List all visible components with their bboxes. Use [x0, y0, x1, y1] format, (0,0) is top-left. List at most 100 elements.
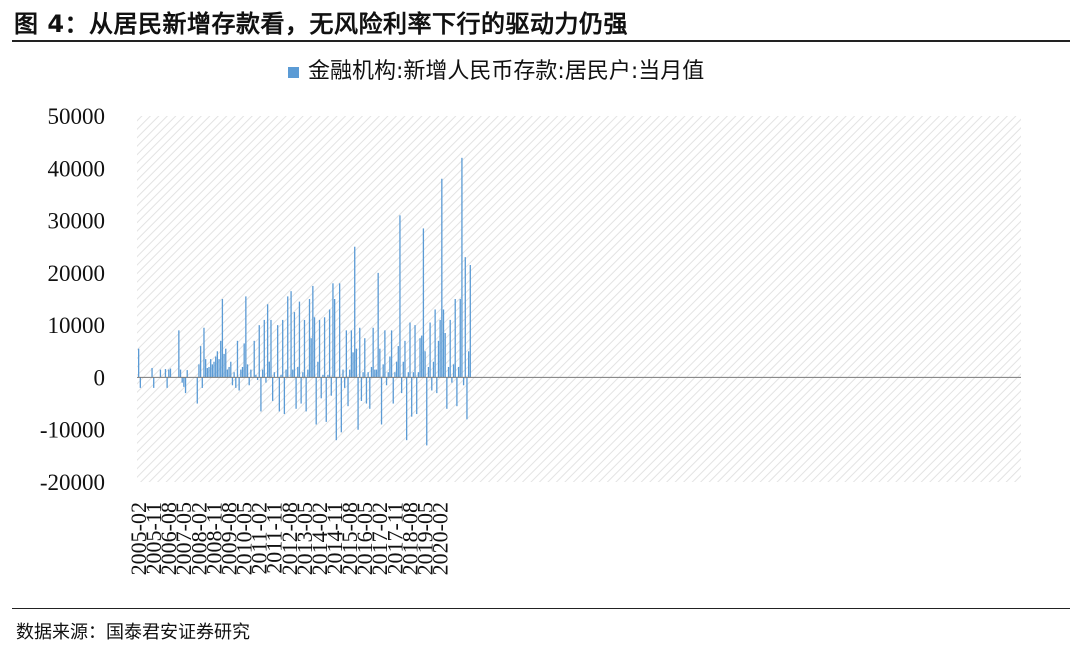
- bar: [370, 366, 373, 378]
- bar: [332, 283, 334, 378]
- legend: 金融机构:新增人民币存款:居民户:当月值: [288, 59, 704, 84]
- bar: [374, 369, 376, 378]
- bar: [235, 377, 237, 388]
- bar: [333, 299, 336, 378]
- bar: [233, 372, 235, 378]
- bar: [300, 377, 302, 404]
- bar: [307, 369, 309, 378]
- bar: [183, 377, 185, 387]
- bar: [305, 377, 307, 412]
- bar: [179, 369, 182, 378]
- bar: [449, 319, 451, 378]
- bar: [461, 157, 463, 378]
- x-tick-label: 2011-02: [247, 502, 272, 575]
- x-tick-label: 2020-02: [428, 502, 453, 575]
- bar: [250, 369, 252, 378]
- bar: [335, 377, 337, 441]
- bar: [164, 369, 167, 378]
- y-tick-label: 0: [94, 365, 106, 390]
- bar: [184, 377, 187, 394]
- x-tick-label: 2012-08: [277, 502, 302, 575]
- x-tick-label: 2015-08: [337, 502, 362, 575]
- bar: [429, 322, 431, 378]
- x-tick-label: 2010-05: [232, 502, 257, 575]
- bar: [260, 377, 262, 412]
- bar: [426, 377, 428, 446]
- bar: [406, 377, 408, 441]
- bar: [469, 265, 471, 378]
- bar: [354, 246, 356, 378]
- y-tick-label: -10000: [40, 418, 105, 443]
- bar: [208, 366, 210, 378]
- bar: [228, 366, 230, 378]
- bar: [216, 351, 219, 378]
- source-rule: [12, 608, 1070, 609]
- bar: [282, 319, 284, 378]
- bar: [444, 332, 446, 378]
- bar: [169, 368, 172, 378]
- x-tick-label: 2005-11: [141, 502, 166, 575]
- bar: [213, 361, 215, 378]
- chart: 50000 40000 30000 20000 10000 0 -10000 -20000 2…: [40, 59, 1021, 575]
- bar: [272, 377, 274, 401]
- bar: [375, 369, 378, 378]
- bar: [308, 299, 311, 378]
- x-tick-label: 2018-08: [397, 502, 422, 575]
- bar: [266, 304, 269, 378]
- bar: [205, 359, 207, 378]
- y-tick-label: -20000: [40, 470, 105, 495]
- bar: [330, 377, 332, 396]
- bar: [436, 377, 438, 394]
- bar: [256, 377, 259, 381]
- bar: [323, 317, 326, 378]
- bar: [439, 319, 441, 378]
- bar: [416, 377, 418, 415]
- bar: [434, 309, 436, 378]
- bar: [292, 369, 294, 378]
- bar: [302, 372, 304, 378]
- bar: [138, 348, 140, 378]
- bar: [442, 309, 445, 378]
- bar: [399, 215, 401, 378]
- bar: [409, 322, 411, 378]
- bar: [181, 377, 183, 383]
- bar: [230, 361, 232, 378]
- x-tick-label: 2008-02: [186, 502, 211, 575]
- bar: [225, 348, 227, 378]
- bar: [350, 330, 353, 378]
- bar: [312, 285, 314, 378]
- bar: [365, 377, 368, 404]
- bar: [253, 340, 255, 378]
- bar: [339, 283, 341, 378]
- bar: [364, 338, 366, 378]
- x-tick-label: 2017-02: [367, 502, 392, 575]
- bar: [411, 377, 413, 417]
- bar: [231, 377, 234, 386]
- bar: [367, 372, 369, 378]
- bar: [447, 366, 450, 378]
- bar: [432, 361, 435, 378]
- bar: [360, 377, 363, 401]
- bar: [344, 377, 346, 388]
- bar: [285, 369, 287, 378]
- bar: [392, 377, 394, 404]
- bar: [236, 340, 239, 378]
- bar: [261, 369, 264, 378]
- bar: [459, 299, 461, 378]
- x-tick-label: 2017-11: [382, 502, 407, 575]
- bar: [355, 348, 358, 378]
- bar: [379, 348, 381, 378]
- x-tick-label: 2013-05: [292, 502, 317, 575]
- bar: [340, 377, 342, 433]
- bar: [390, 330, 393, 378]
- bar: [265, 377, 267, 383]
- bar: [412, 372, 414, 378]
- bar: [315, 377, 317, 425]
- bar: [278, 377, 280, 412]
- bar: [404, 340, 406, 378]
- bar: [457, 366, 460, 378]
- bar: [298, 301, 301, 378]
- bar: [342, 369, 344, 378]
- bar: [437, 340, 440, 378]
- bar: [243, 343, 245, 378]
